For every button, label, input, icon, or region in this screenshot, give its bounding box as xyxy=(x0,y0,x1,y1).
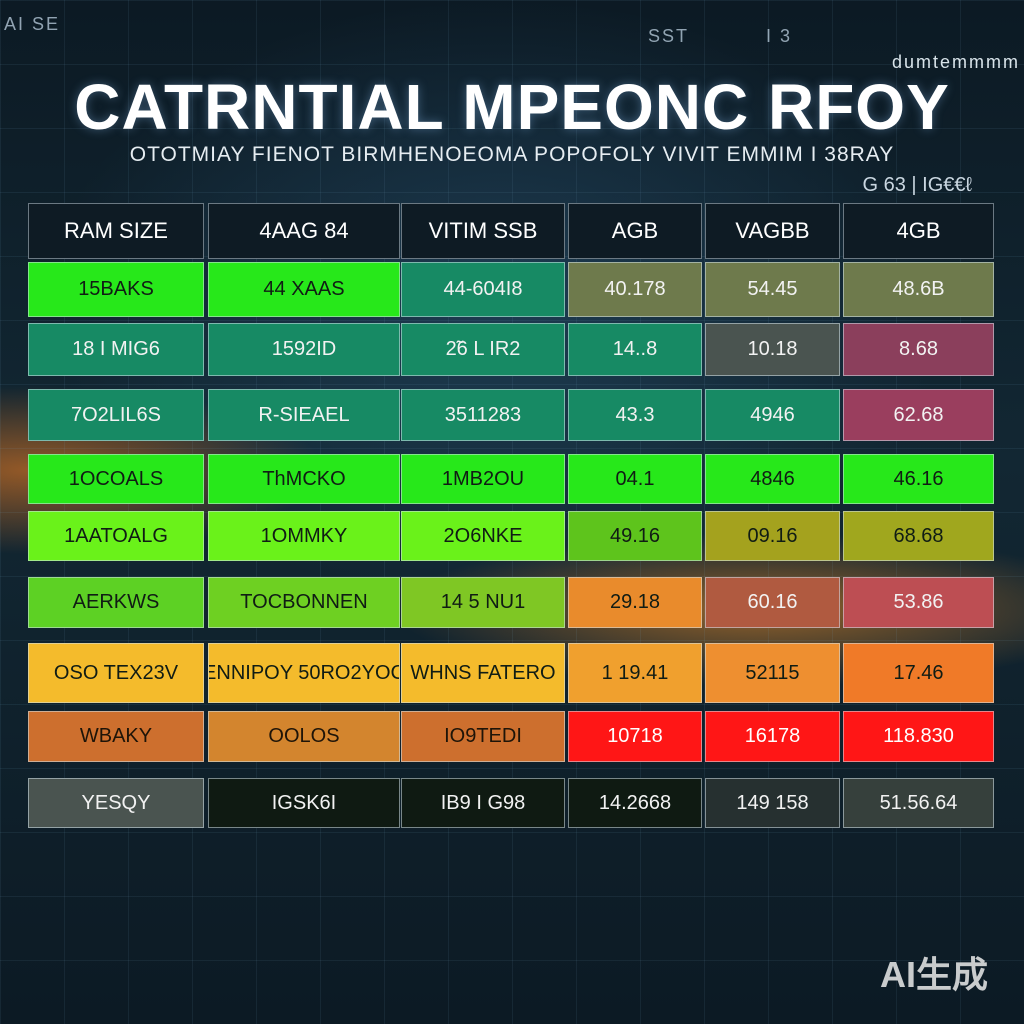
table-cell: 15BAKS xyxy=(28,262,204,317)
table-cell: 18 I MIG6 xyxy=(28,323,204,376)
table-cell: 2O6NKE xyxy=(401,511,565,561)
table-cell: AERKWS xyxy=(28,577,204,628)
table-cell: 14 5 NU1 xyxy=(401,577,565,628)
table-cell: TOCBONNEN xyxy=(208,577,400,628)
page-subtitle: OTOTMIAY FIENOT BIRMHENOEOMA POPOFOLY VI… xyxy=(129,143,895,166)
table-cell: 14.2668 xyxy=(568,778,702,828)
table-cell: 1OCOALS xyxy=(28,454,204,504)
table-header-cell: RAM SIZE xyxy=(28,203,204,259)
table-cell: WHNS FATERO xyxy=(401,643,565,703)
table-cell: 49.16 xyxy=(568,511,702,561)
table-cell: 04.1 xyxy=(568,454,702,504)
corner-label-top-center: SST xyxy=(648,26,690,46)
table-cell: WBAKY xyxy=(28,711,204,762)
table-header-cell: VITIM SSB xyxy=(401,203,565,259)
table-header-cell: 4AAG 84 xyxy=(208,203,400,259)
table-cell: 43.3 xyxy=(568,389,702,441)
table-header-cell: AGB xyxy=(568,203,702,259)
table-cell: ThMCKO xyxy=(208,454,400,504)
table-cell: 7O2LIL6S xyxy=(28,389,204,441)
table-cell: 10.18 xyxy=(705,323,840,376)
watermark: AI生成 xyxy=(879,954,988,995)
table-cell: 1 19.41 xyxy=(568,643,702,703)
table-cell: 53.86 xyxy=(843,577,994,628)
table-cell: 1MB2OU xyxy=(401,454,565,504)
table-cell: 149 158 xyxy=(705,778,840,828)
table-cell: 1AATOALG xyxy=(28,511,204,561)
table-cell: OSO TEX23V xyxy=(28,643,204,703)
table-cell: 44 XAAS xyxy=(208,262,400,317)
side-note: G 63 | IG€€ℓ xyxy=(862,174,973,196)
page-title: CATRNTIAL MPEONC RFOY xyxy=(74,71,950,143)
table-header-cell: 4GB xyxy=(843,203,994,259)
table-cell: 16178 xyxy=(705,711,840,762)
table-cell: 46.16 xyxy=(843,454,994,504)
corner-label-top-right-b: dumtemmmm xyxy=(891,52,1020,72)
table-cell: 118.830 xyxy=(843,711,994,762)
table-cell: 14..8 xyxy=(568,323,702,376)
table-cell: 4946 xyxy=(705,389,840,441)
comparison-table: RAM SIZE 4AAG 84 VITIM SSB AGB VAGBB 4GB 15BAK… xyxy=(28,203,996,831)
table-cell: 3511283 xyxy=(401,389,565,441)
table-cell: 51.56.64 xyxy=(843,778,994,828)
table-cell: ENNIPOY 50RO2YOC xyxy=(208,643,400,703)
table-cell: 17.46 xyxy=(843,643,994,703)
table-cell: 48.6B xyxy=(843,262,994,317)
table-cell: R-SIEAEL xyxy=(208,389,400,441)
table-cell: 62.68 xyxy=(843,389,994,441)
table-cell: 29.18 xyxy=(568,577,702,628)
table-cell: IGSK6I xyxy=(208,778,400,828)
corner-label-top-left: AI SE xyxy=(4,14,61,34)
table-cell: 10718 xyxy=(568,711,702,762)
table-cell: 44-604I8 xyxy=(401,262,565,317)
corner-label-top-right-a: I 3 xyxy=(766,26,793,46)
table-cell: 40.178 xyxy=(568,262,702,317)
table-cell: IO9TEDI xyxy=(401,711,565,762)
table-cell: 68.68 xyxy=(843,511,994,561)
table-cell: 2̃6 L IR2 xyxy=(401,323,565,376)
table-cell: 1OMMKY xyxy=(208,511,400,561)
table-cell: IB9 I G98 xyxy=(401,778,565,828)
table-cell: 09.16 xyxy=(705,511,840,561)
table-cell: 60.16 xyxy=(705,577,840,628)
table-cell: OOLOS xyxy=(208,711,400,762)
table-header-cell: VAGBB xyxy=(705,203,840,259)
table-cell: YESQY xyxy=(28,778,204,828)
table-cell: 52115 xyxy=(705,643,840,703)
table-cell: 8.68 xyxy=(843,323,994,376)
table-cell: 4846 xyxy=(705,454,840,504)
table-cell: 1592ID xyxy=(208,323,400,376)
table-cell: 54.45 xyxy=(705,262,840,317)
